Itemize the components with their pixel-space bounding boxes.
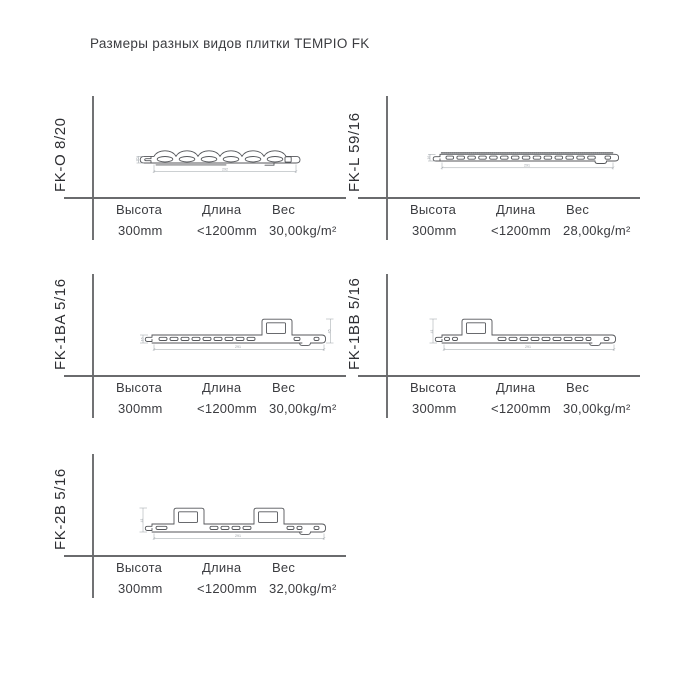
section-label: FK-2B 5/16: [52, 468, 69, 550]
dim-thickness: 16: [141, 337, 145, 341]
dim-total-height: 41: [430, 329, 434, 333]
section-fk-l: FK-L 59/16: [346, 96, 640, 246]
section-fk-2b: FK-2B 5/16: [52, 454, 346, 604]
dim-width: 292: [222, 167, 228, 171]
dim-thickness: 20: [136, 158, 140, 162]
dim-thickness: 16: [427, 156, 431, 160]
col-header-weight: Вес: [272, 380, 296, 395]
separator-line: [64, 197, 346, 199]
value-height: 300mm: [118, 223, 163, 238]
col-header-height: Высота: [116, 560, 163, 575]
separator-line: [358, 375, 640, 377]
axis-vertical-line: [92, 454, 94, 598]
profile-drawing-fk-o: 20 292: [136, 150, 301, 173]
section-label: FK-O 8/20: [52, 117, 69, 192]
value-weight: 30,00kg/m²: [563, 401, 631, 416]
profile-drawing-fk-l: 16 291: [427, 152, 620, 170]
col-header-length: Длина: [496, 202, 536, 217]
section-label: FK-1BB 5/16: [346, 277, 363, 370]
value-weight: 30,00kg/m²: [269, 401, 337, 416]
dim-width: 291: [524, 164, 530, 168]
value-length: <1200mm: [491, 223, 551, 238]
col-header-height: Высота: [410, 202, 457, 217]
section-fk-o: FK-O 8/20 20: [52, 96, 346, 246]
profile-drawing-fk-1bb: 41 291: [429, 318, 617, 351]
col-header-length: Длина: [496, 380, 536, 395]
value-length: <1200mm: [197, 401, 257, 416]
col-header-weight: Вес: [566, 380, 590, 395]
profile-drawing-fk-1ba: 16 45 291: [140, 318, 334, 351]
separator-line: [358, 197, 640, 199]
value-height: 300mm: [412, 401, 457, 416]
col-header-height: Высота: [116, 202, 163, 217]
col-header-weight: Вес: [566, 202, 590, 217]
value-weight: 32,00kg/m²: [269, 581, 337, 596]
col-header-length: Длина: [202, 202, 242, 217]
section-fk-1bb: FK-1BB 5/16: [346, 274, 640, 424]
col-header-weight: Вес: [272, 202, 296, 217]
separator-line: [64, 555, 346, 557]
dim-total-height: 45: [328, 329, 332, 333]
col-header-length: Длина: [202, 560, 242, 575]
value-height: 300mm: [118, 401, 163, 416]
dim-total-height: 41: [140, 518, 144, 522]
section-label: FK-L 59/16: [346, 112, 363, 192]
axis-vertical-line: [92, 96, 94, 240]
section-label: FK-1BA 5/16: [52, 278, 69, 370]
separator-line: [64, 375, 346, 377]
value-length: <1200mm: [197, 581, 257, 596]
page-title: Размеры разных видов плитки TEMPIO FK: [90, 36, 370, 51]
axis-vertical-line: [386, 96, 388, 240]
axis-vertical-line: [386, 274, 388, 418]
profile-drawing-fk-2b: 41 291: [139, 507, 327, 540]
value-weight: 30,00kg/m²: [269, 223, 337, 238]
col-header-height: Высота: [410, 380, 457, 395]
value-weight: 28,00kg/m²: [563, 223, 631, 238]
col-header-height: Высота: [116, 380, 163, 395]
col-header-weight: Вес: [272, 560, 296, 575]
value-height: 300mm: [412, 223, 457, 238]
value-height: 300mm: [118, 581, 163, 596]
col-header-length: Длина: [202, 380, 242, 395]
dim-width: 291: [235, 534, 241, 538]
axis-vertical-line: [92, 274, 94, 418]
section-fk-1ba: FK-1BA 5/16: [52, 274, 346, 424]
value-length: <1200mm: [491, 401, 551, 416]
dim-width: 291: [525, 345, 531, 349]
value-length: <1200mm: [197, 223, 257, 238]
dim-width: 291: [235, 345, 241, 349]
